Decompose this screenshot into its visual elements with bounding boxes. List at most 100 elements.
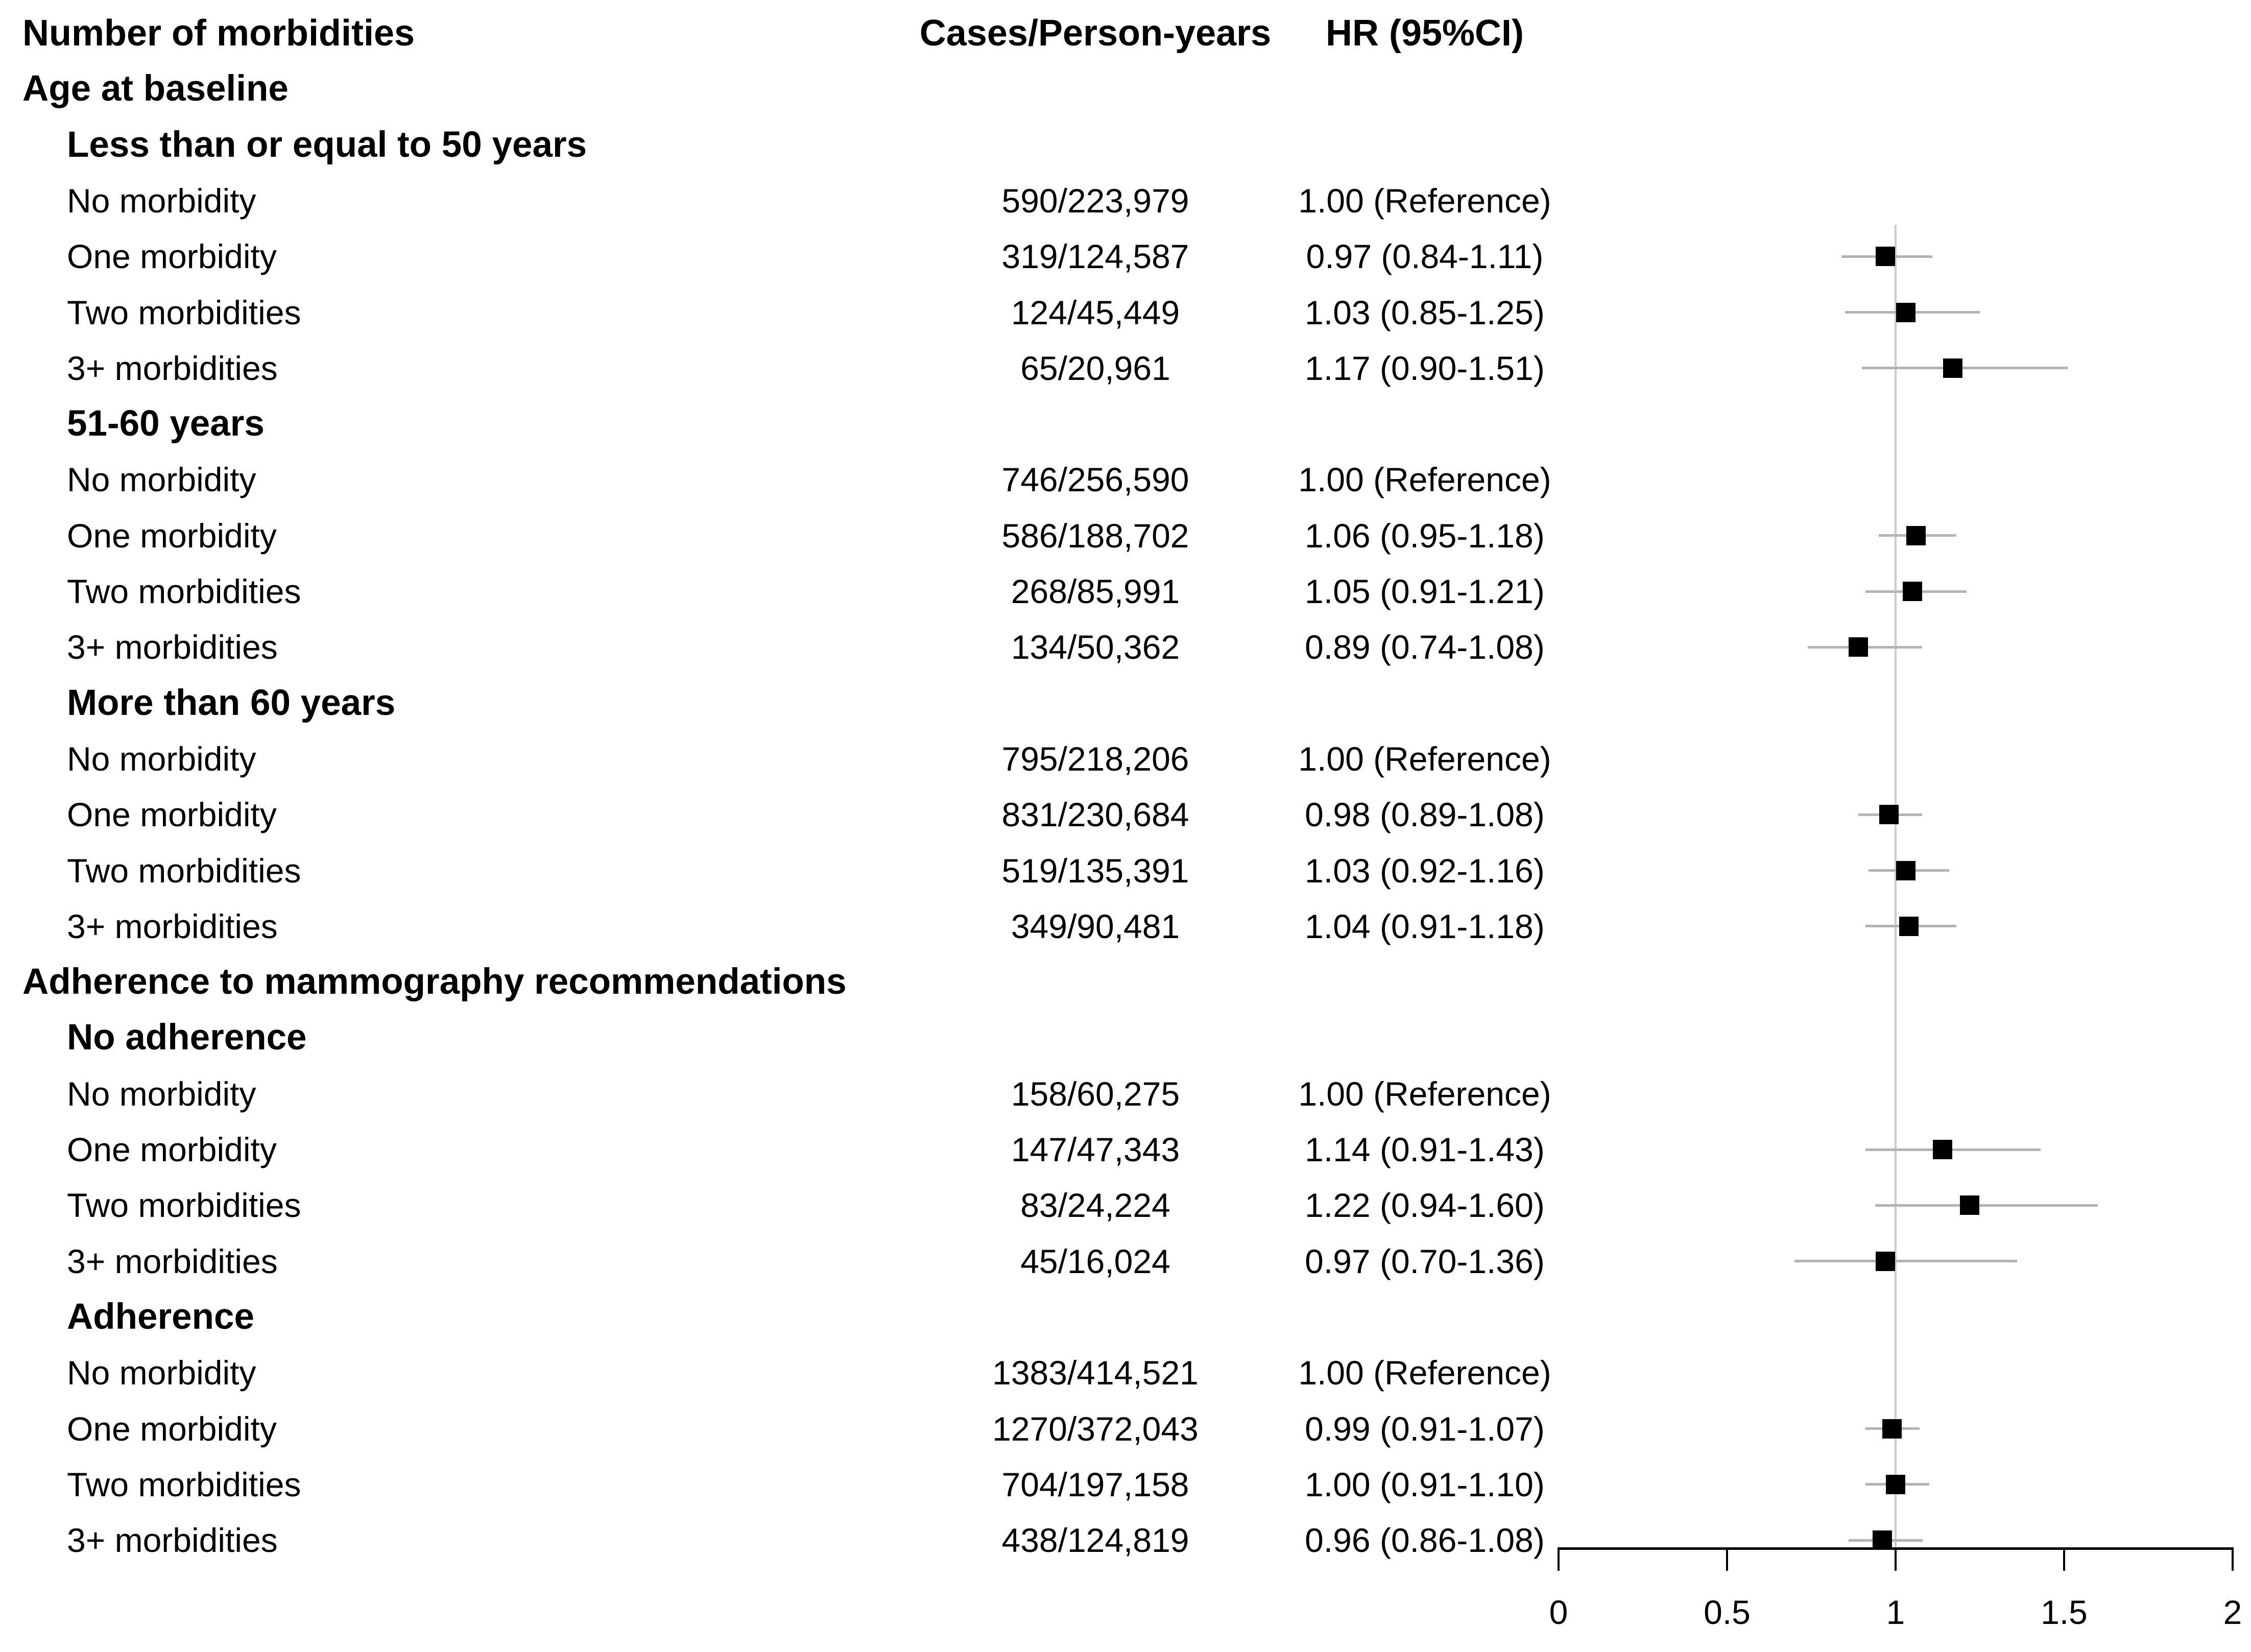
x-axis-tick-label: 1.5 xyxy=(2041,1593,2088,1631)
row-label: Two morbidities xyxy=(67,572,301,610)
subgroup-header: 51-60 years xyxy=(67,403,265,444)
cases-person-years-value: 1383/414,521 xyxy=(992,1354,1199,1392)
ci-line xyxy=(1865,1148,2041,1151)
row-label: 3+ morbidities xyxy=(67,349,278,387)
row-label: One morbidity xyxy=(67,1131,277,1168)
hr-marker xyxy=(1906,526,1926,545)
hr-marker xyxy=(1896,861,1915,880)
cases-person-years-value: 65/20,961 xyxy=(1020,349,1170,387)
hr-marker xyxy=(1899,917,1919,936)
column-header-hr-95ci: HR (95%CI) xyxy=(1325,13,1524,54)
cases-person-years-value: 1270/372,043 xyxy=(992,1410,1199,1448)
cases-person-years-value: 519/135,391 xyxy=(1001,852,1189,890)
hr-marker xyxy=(1903,582,1922,601)
hr-ci-value: 1.00 (Reference) xyxy=(1298,461,1551,498)
row-label: No morbidity xyxy=(67,1075,256,1113)
cases-person-years-value: 795/218,206 xyxy=(1001,740,1189,778)
row-label: 3+ morbidities xyxy=(67,907,278,945)
hr-ci-value: 1.04 (0.91-1.18) xyxy=(1305,907,1545,945)
hr-marker xyxy=(1849,637,1868,657)
cases-person-years-value: 319/124,587 xyxy=(1001,237,1189,275)
cases-person-years-value: 704/197,158 xyxy=(1001,1466,1189,1503)
row-label: No morbidity xyxy=(67,182,256,220)
column-header-cases-person-years: Cases/Person-years xyxy=(919,13,1272,54)
subgroup-header: No adherence xyxy=(67,1017,307,1058)
hr-ci-value: 0.99 (0.91-1.07) xyxy=(1305,1410,1545,1448)
cases-person-years-value: 268/85,991 xyxy=(1011,572,1180,610)
hr-ci-value: 1.00 (0.91-1.10) xyxy=(1305,1466,1545,1503)
ci-line xyxy=(1794,1260,2017,1262)
cases-person-years-value: 158/60,275 xyxy=(1011,1075,1180,1113)
column-header-number-of-morbidities: Number of morbidities xyxy=(22,13,415,54)
hr-ci-value: 1.14 (0.91-1.43) xyxy=(1305,1131,1545,1168)
hr-marker xyxy=(1886,1475,1905,1494)
hr-marker xyxy=(1876,247,1895,266)
subgroup-header: More than 60 years xyxy=(67,683,396,723)
x-axis-tick xyxy=(2063,1548,2065,1571)
hr-ci-value: 0.98 (0.89-1.08) xyxy=(1305,796,1545,833)
hr-marker xyxy=(1873,1530,1892,1550)
hr-ci-value: 1.00 (Reference) xyxy=(1298,740,1551,778)
x-axis-tick xyxy=(2232,1548,2234,1571)
hr-marker xyxy=(1896,303,1915,322)
x-axis-tick-label: 0.5 xyxy=(1704,1593,1751,1631)
row-label: No morbidity xyxy=(67,1354,256,1392)
subgroup-header: Less than or equal to 50 years xyxy=(67,125,587,165)
x-axis-tick xyxy=(1726,1548,1728,1571)
cases-person-years-value: 83/24,224 xyxy=(1020,1186,1170,1224)
hr-ci-value: 1.06 (0.95-1.18) xyxy=(1305,517,1545,555)
hr-ci-value: 1.00 (Reference) xyxy=(1298,182,1551,220)
row-label: No morbidity xyxy=(67,740,256,778)
row-label: One morbidity xyxy=(67,517,277,555)
x-axis-tick-label: 1 xyxy=(1886,1593,1905,1631)
row-label: Two morbidities xyxy=(67,852,301,890)
cases-person-years-value: 147/47,343 xyxy=(1011,1131,1180,1168)
hr-ci-value: 1.22 (0.94-1.60) xyxy=(1305,1186,1545,1224)
hr-ci-value: 0.97 (0.84-1.11) xyxy=(1306,237,1544,275)
cases-person-years-value: 586/188,702 xyxy=(1001,517,1189,555)
x-axis-tick xyxy=(1558,1548,1560,1571)
reference-line-hr-1 xyxy=(1895,225,1897,1548)
hr-marker xyxy=(1879,805,1899,824)
hr-ci-value: 1.05 (0.91-1.21) xyxy=(1305,572,1545,610)
cases-person-years-value: 134/50,362 xyxy=(1011,628,1180,666)
row-label: No morbidity xyxy=(67,461,256,498)
section-header: Adherence to mammography recommendations xyxy=(22,962,847,1002)
x-axis-tick-label: 2 xyxy=(2223,1593,2242,1631)
row-label: Two morbidities xyxy=(67,1466,301,1503)
hr-marker xyxy=(1960,1195,1979,1215)
hr-marker xyxy=(1882,1419,1902,1439)
row-label: 3+ morbidities xyxy=(67,628,278,666)
row-label: One morbidity xyxy=(67,796,277,833)
section-header: Age at baseline xyxy=(22,68,289,109)
subgroup-header: Adherence xyxy=(67,1297,254,1337)
row-label: Two morbidities xyxy=(67,1186,301,1224)
hr-marker xyxy=(1876,1252,1895,1271)
hr-ci-value: 1.00 (Reference) xyxy=(1298,1354,1551,1392)
hr-ci-value: 1.17 (0.90-1.51) xyxy=(1305,349,1545,387)
cases-person-years-value: 349/90,481 xyxy=(1011,907,1180,945)
hr-ci-value: 0.89 (0.74-1.08) xyxy=(1305,628,1545,666)
hr-ci-value: 0.96 (0.86-1.08) xyxy=(1305,1521,1545,1559)
row-label: Two morbidities xyxy=(67,294,301,331)
hr-marker xyxy=(1933,1140,1952,1159)
hr-ci-value: 0.97 (0.70-1.36) xyxy=(1305,1242,1545,1280)
cases-person-years-value: 438/124,819 xyxy=(1001,1521,1189,1559)
cases-person-years-value: 831/230,684 xyxy=(1001,796,1189,833)
hr-ci-value: 1.03 (0.85-1.25) xyxy=(1305,294,1545,331)
x-axis-tick-label: 0 xyxy=(1549,1593,1568,1631)
ci-line xyxy=(1875,1204,2098,1207)
x-axis-tick xyxy=(1895,1548,1897,1571)
hr-ci-value: 1.00 (Reference) xyxy=(1298,1075,1551,1113)
ci-line xyxy=(1862,367,2068,369)
row-label: 3+ morbidities xyxy=(67,1242,278,1280)
hr-ci-value: 1.03 (0.92-1.16) xyxy=(1305,852,1545,890)
cases-person-years-value: 45/16,024 xyxy=(1020,1242,1170,1280)
cases-person-years-value: 124/45,449 xyxy=(1011,294,1180,331)
cases-person-years-value: 746/256,590 xyxy=(1001,461,1189,498)
row-label: One morbidity xyxy=(67,237,277,275)
row-label: 3+ morbidities xyxy=(67,1521,278,1559)
cases-person-years-value: 590/223,979 xyxy=(1001,182,1189,220)
hr-marker xyxy=(1943,358,1962,378)
